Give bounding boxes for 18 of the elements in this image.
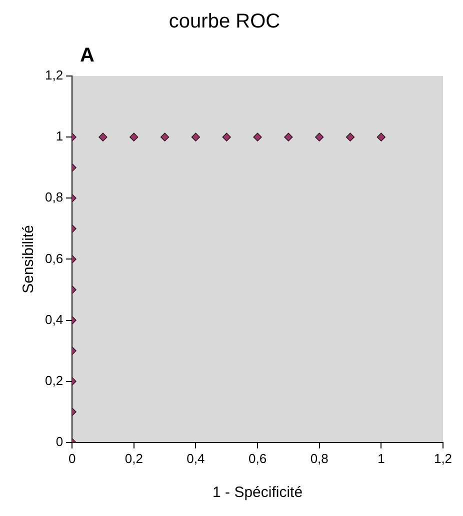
x-tick-label: 0,6 <box>248 450 267 466</box>
y-tick-label: 0,8 <box>44 190 64 205</box>
y-axis-title: Sensibilité <box>20 225 38 294</box>
y-tick-label: 0,6 <box>44 250 64 266</box>
x-axis-title: 1 - Spécificité <box>212 484 303 502</box>
x-tick-label: 0,4 <box>186 450 205 466</box>
x-tick-label: 0,2 <box>124 450 143 466</box>
y-tick-label: 0 <box>56 434 64 449</box>
y-tick-label: 0,2 <box>44 372 64 388</box>
x-tick-label: 0,8 <box>310 450 328 466</box>
y-tick-label: 0,4 <box>44 312 64 327</box>
x-tick-label: 0 <box>68 450 76 466</box>
x-tick-label: 1,2 <box>434 450 452 466</box>
x-tick-label: 1 <box>378 450 385 466</box>
chart-title: courbe ROC <box>168 10 280 33</box>
y-tick-label: 1 <box>56 128 64 144</box>
y-tick-label: 1,2 <box>44 68 64 83</box>
text: A <box>80 44 94 67</box>
